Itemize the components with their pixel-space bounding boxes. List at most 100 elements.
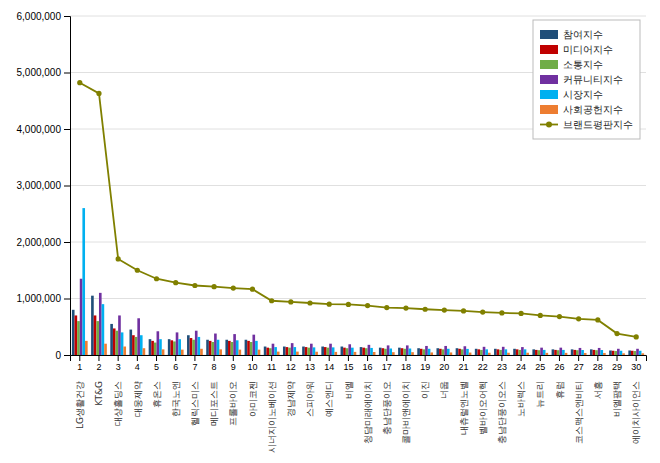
bar	[499, 350, 502, 355]
bar	[231, 342, 234, 355]
tick: 27	[574, 355, 584, 372]
bar	[255, 341, 258, 355]
bar	[200, 349, 203, 355]
bar	[173, 341, 176, 355]
annotation: 비엘팜택	[612, 381, 622, 417]
bar	[307, 348, 310, 355]
line-marker	[116, 256, 121, 261]
tick-mark	[156, 355, 157, 361]
bar	[483, 347, 486, 355]
bar	[526, 353, 529, 355]
bar	[348, 344, 351, 355]
bar	[392, 352, 395, 355]
bar	[77, 321, 80, 355]
annotation: 휴럼	[555, 381, 565, 399]
bar	[576, 350, 579, 355]
line-marker	[327, 302, 332, 307]
tick-mark	[252, 355, 253, 361]
bar	[628, 350, 631, 355]
annotation: 너웁	[439, 381, 449, 399]
line-marker	[557, 314, 562, 319]
bar	[370, 348, 373, 355]
annotation: 경남제약	[286, 381, 296, 417]
line-marker	[614, 331, 619, 336]
bar	[132, 335, 135, 355]
tick-mark	[444, 355, 445, 361]
tick-mark	[636, 355, 637, 361]
tick: 9	[231, 355, 236, 372]
bar	[149, 339, 152, 355]
bar	[442, 349, 445, 355]
tick-mark	[597, 355, 598, 361]
bar	[96, 321, 99, 355]
bar	[557, 350, 560, 355]
legend-label: 브랜드평판지수	[563, 119, 633, 130]
tick-label: 4	[135, 362, 140, 372]
bar	[584, 353, 587, 355]
bar	[217, 340, 220, 355]
tick: 6,000,000	[17, 11, 71, 22]
tick-mark	[540, 355, 541, 361]
legend-item: 커뮤니티지수	[540, 74, 623, 85]
bar	[600, 350, 603, 355]
legend-symbol	[540, 105, 558, 114]
bar	[123, 347, 126, 355]
tick-mark	[425, 355, 426, 361]
bar	[538, 350, 541, 355]
tick-label: 9	[231, 362, 236, 372]
tick-mark	[214, 355, 215, 361]
annotation: 이진	[420, 381, 430, 399]
tick-label: 2,000,000	[17, 237, 62, 248]
annotation: 노바렉스	[516, 381, 526, 417]
bar	[75, 315, 78, 355]
bar	[612, 351, 615, 355]
bar	[104, 344, 107, 355]
bar	[272, 344, 275, 355]
bar	[639, 351, 642, 355]
bar	[135, 337, 138, 355]
tick-label: 11	[267, 362, 276, 372]
tick-mark	[617, 355, 618, 361]
bar	[617, 349, 620, 355]
bar	[288, 348, 291, 355]
tick-label: 22	[478, 362, 488, 372]
legend-label: 참여지수	[563, 29, 603, 40]
legend: 참여지수미디어지수소통지수커뮤니티지수시장지수사회공헌지수브랜드평판지수	[533, 20, 640, 139]
bar	[535, 350, 538, 355]
annotation: 스피아워	[305, 381, 315, 417]
line-marker	[384, 305, 389, 310]
bar	[324, 347, 327, 355]
tick: 5,000,000	[17, 67, 71, 78]
bar	[228, 341, 231, 355]
bar	[154, 343, 157, 355]
bar	[579, 348, 582, 355]
bar	[277, 352, 280, 355]
bar	[502, 347, 505, 355]
tick-label: 26	[554, 362, 564, 372]
bar	[469, 353, 472, 355]
tick-mark	[98, 355, 99, 361]
line-marker	[307, 300, 312, 305]
bar	[546, 353, 549, 355]
bar	[225, 340, 228, 355]
bar	[398, 348, 401, 355]
tick-label: 13	[305, 362, 315, 372]
bar	[565, 353, 568, 355]
bar	[368, 345, 371, 355]
bar	[293, 347, 296, 355]
bar	[488, 353, 491, 355]
bar	[507, 353, 510, 355]
bar	[354, 352, 357, 355]
legend-symbol	[546, 122, 552, 128]
line-marker	[96, 91, 101, 96]
annotation: 내츄럴엔노벨	[459, 381, 469, 435]
tick-mark	[64, 129, 70, 130]
bar	[494, 349, 497, 355]
bar	[85, 341, 88, 355]
tick-label: 23	[497, 362, 507, 372]
tick-mark	[290, 355, 291, 361]
annotation: 휴온스	[152, 381, 162, 408]
bar	[456, 348, 459, 355]
tick: 21	[459, 355, 469, 372]
tick: 3	[116, 355, 121, 372]
